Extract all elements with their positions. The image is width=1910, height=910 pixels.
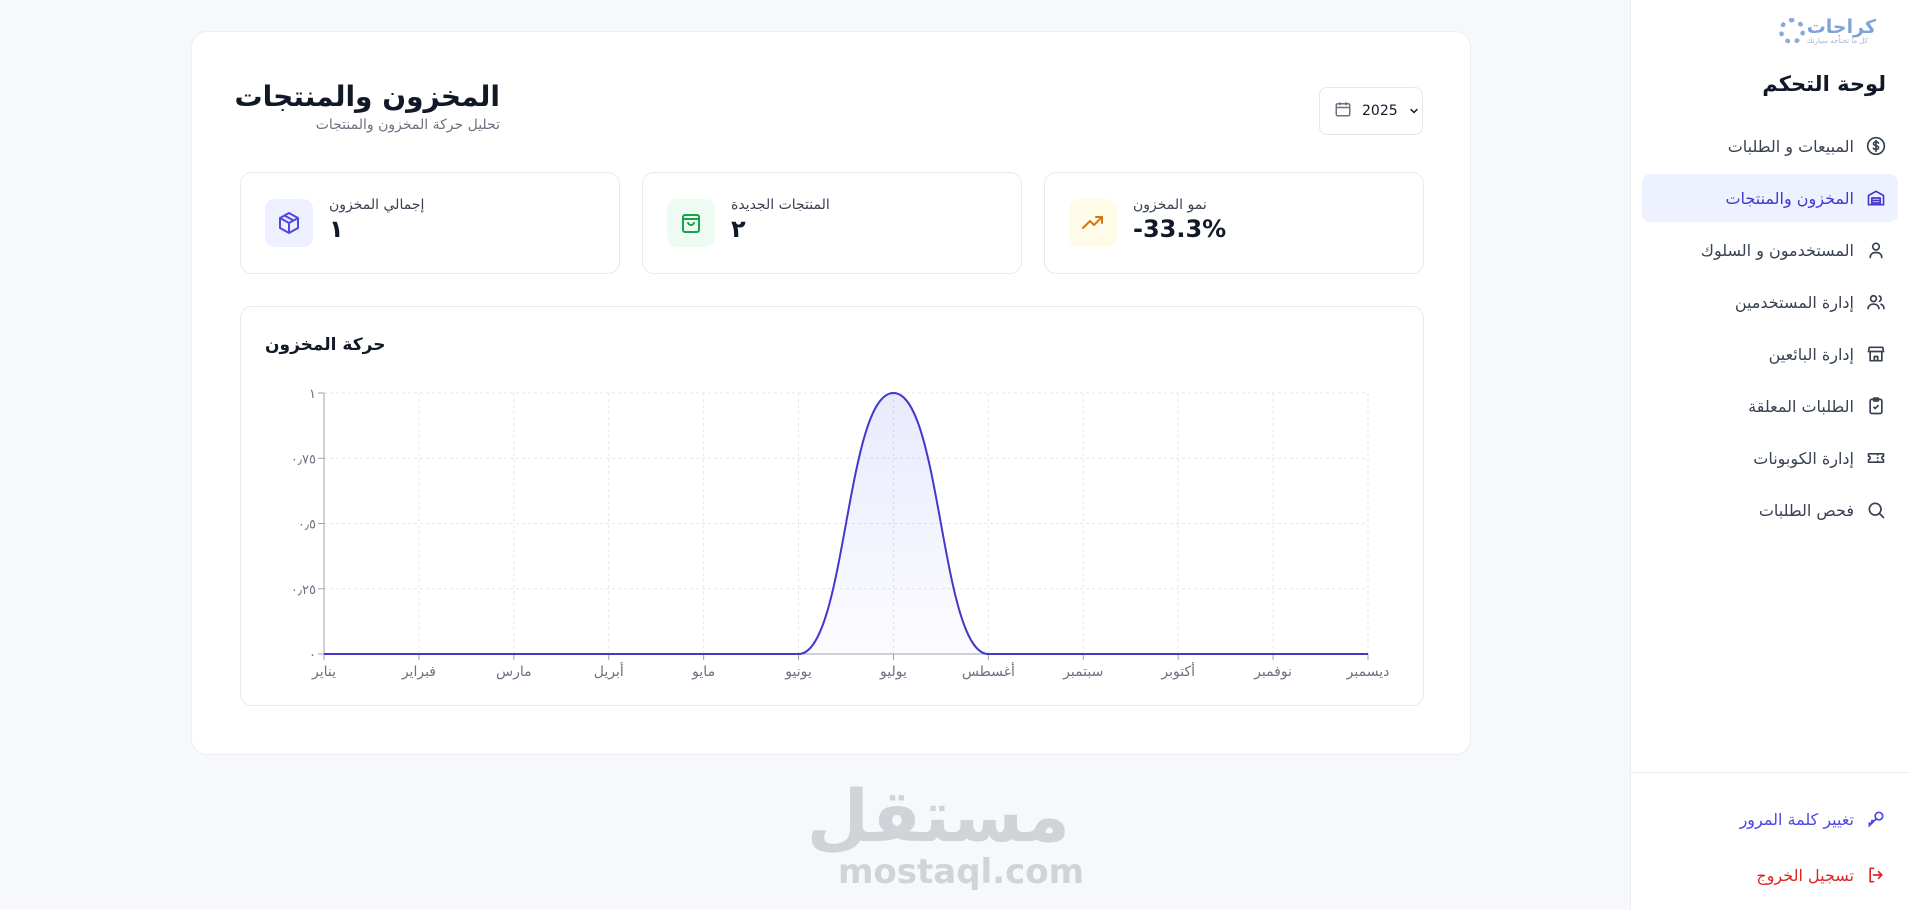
logo-tagline: كل ما تحتاجه سيارتك <box>1806 37 1869 45</box>
stat-value: ١ <box>329 215 344 243</box>
y-tick-label: ٠ <box>309 648 316 663</box>
sidebar-nav: المبيعات و الطلبات المخزون والمنتجات الم… <box>1642 122 1898 538</box>
stat-icon-box <box>667 199 715 247</box>
stat-value: ٢ <box>731 215 746 243</box>
shopping-bag-icon <box>682 214 700 233</box>
x-tick-label: مايو <box>691 664 715 680</box>
y-tick-label: ٠٫٥ <box>298 518 316 533</box>
stat-label: نمو المخزون <box>1133 197 1207 213</box>
x-tick-label: يناير <box>311 664 336 680</box>
chevron-down-icon <box>1409 108 1418 114</box>
sidebar-item-label: الطلبات المعلقة <box>1748 396 1854 416</box>
page-title: المخزون والمنتجات <box>234 80 500 113</box>
x-tick-label: أبريل <box>594 662 624 680</box>
x-tick-label: نوفمبر <box>1253 664 1292 680</box>
year-value: 2025 <box>1362 103 1398 119</box>
sidebar-item-pending-orders[interactable]: الطلبات المعلقة <box>1642 382 1898 430</box>
watermark-url: mostaql.com <box>838 852 1085 892</box>
users-icon <box>1867 294 1885 310</box>
sidebar-item-coupons[interactable]: إدارة الكوبونات <box>1642 434 1898 482</box>
page-subtitle: تحليل حركة المخزون والمنتجات <box>315 117 500 133</box>
stat-icon-box <box>265 199 313 247</box>
stats-row: إجمالي المخزون ١ المنتجات الجديدة ٢ نمو … <box>240 172 1424 274</box>
x-tick-label: فبراير <box>401 664 436 680</box>
change-password-label: تغيير كلمة المرور <box>1739 809 1854 829</box>
stat-label: إجمالي المخزون <box>329 197 425 213</box>
key-icon <box>1868 811 1884 828</box>
x-tick-label: أغسطس <box>962 662 1015 680</box>
user-icon <box>1869 242 1883 259</box>
chart-canvas: ٠ ٠٫٢٥ ٠٫٥ ٠٫٧٥ ١ يناير فبراير مارس أبريل مايو يون… <box>291 387 1390 680</box>
series-line <box>323 391 1368 656</box>
sidebar-item-label: إدارة البائعين <box>1768 344 1854 364</box>
warehouse-icon <box>1867 190 1885 206</box>
x-tick-label: أكتوبر <box>1160 662 1195 680</box>
chart-title: حركة المخزون <box>265 335 386 355</box>
sidebar-item-label: فحص الطلبات <box>1758 500 1854 520</box>
main-card: المخزون والمنتجات تحليل حركة المخزون وال… <box>191 31 1471 755</box>
sidebar-item-vendors[interactable]: إدارة البائعين <box>1642 330 1898 378</box>
sidebar-item-label: المستخدمون و السلوك <box>1700 240 1854 260</box>
x-tick-label: يونيو <box>784 664 812 680</box>
sidebar-item-users-behavior[interactable]: المستخدمون و السلوك <box>1642 226 1898 274</box>
x-tick-label: مارس <box>496 664 532 680</box>
sidebar-item-order-inspection[interactable]: فحص الطلبات <box>1642 486 1898 534</box>
inventory-movement-chart: حركة المخزون ٠ ٠٫٢٥ ٠٫٥ ٠٫٧٥ ١ يناير فبراير مار… <box>240 306 1424 706</box>
stat-card-inventory-growth: نمو المخزون -33.3% <box>1044 172 1424 274</box>
y-tick-label: ٠٫٧٥ <box>291 452 316 467</box>
y-tick-label: ١ <box>309 387 316 402</box>
stat-label: المنتجات الجديدة <box>731 197 830 213</box>
stat-card-new-products: المنتجات الجديدة ٢ <box>642 172 1022 274</box>
sidebar-item-label: المخزون والمنتجات <box>1725 188 1854 208</box>
watermark-arabic: مستقل <box>806 774 1070 858</box>
clipboard-check-icon <box>1869 397 1883 415</box>
sidebar: كراجات كل ما تحتاجه سيارتك لوحة التحكم ا… <box>1630 0 1910 910</box>
sidebar-item-label: إدارة المستخدمين <box>1734 292 1854 312</box>
logout-icon <box>1869 867 1883 883</box>
dollar-icon <box>1866 136 1886 156</box>
sidebar-title: لوحة التحكم <box>1762 72 1886 96</box>
watermark: مستقل mostaql.com <box>806 774 1085 892</box>
logo-text: كراجات <box>1806 16 1876 38</box>
y-tick-label: ٠٫٢٥ <box>291 583 316 598</box>
store-icon <box>1867 346 1885 362</box>
ticket-icon <box>1867 453 1885 463</box>
sidebar-item-label: إدارة الكوبونات <box>1753 448 1854 468</box>
package-icon <box>279 212 299 234</box>
change-password-button[interactable]: تغيير كلمة المرور <box>1630 791 1910 847</box>
page-header: المخزون والمنتجات تحليل حركة المخزون وال… <box>234 80 500 133</box>
sidebar-item-inventory[interactable]: المخزون والمنتجات <box>1642 174 1898 222</box>
calendar-icon <box>1335 102 1351 117</box>
sidebar-item-user-management[interactable]: إدارة المستخدمين <box>1642 278 1898 326</box>
logo[interactable]: كراجات كل ما تحتاجه سيارتك <box>1778 12 1876 50</box>
sidebar-item-label: المبيعات و الطلبات <box>1727 136 1854 156</box>
logout-button[interactable]: تسجيل الخروج <box>1630 847 1910 903</box>
stat-icon-box <box>1069 199 1117 247</box>
search-icon <box>1868 502 1885 519</box>
trending-up-icon <box>1082 216 1103 229</box>
logout-label: تسجيل الخروج <box>1756 865 1854 885</box>
sidebar-footer: تغيير كلمة المرور تسجيل الخروج <box>1630 772 1910 903</box>
year-select[interactable]: 2025 <box>1319 87 1423 135</box>
x-tick-label: يوليو <box>879 664 907 680</box>
stat-card-total-inventory: إجمالي المخزون ١ <box>240 172 620 274</box>
stat-value: -33.3% <box>1133 215 1227 243</box>
gear-icon <box>1778 18 1805 44</box>
sidebar-item-sales[interactable]: المبيعات و الطلبات <box>1642 122 1898 170</box>
x-tick-label: سبتمبر <box>1062 664 1103 680</box>
x-tick-label: ديسمبر <box>1346 664 1390 680</box>
